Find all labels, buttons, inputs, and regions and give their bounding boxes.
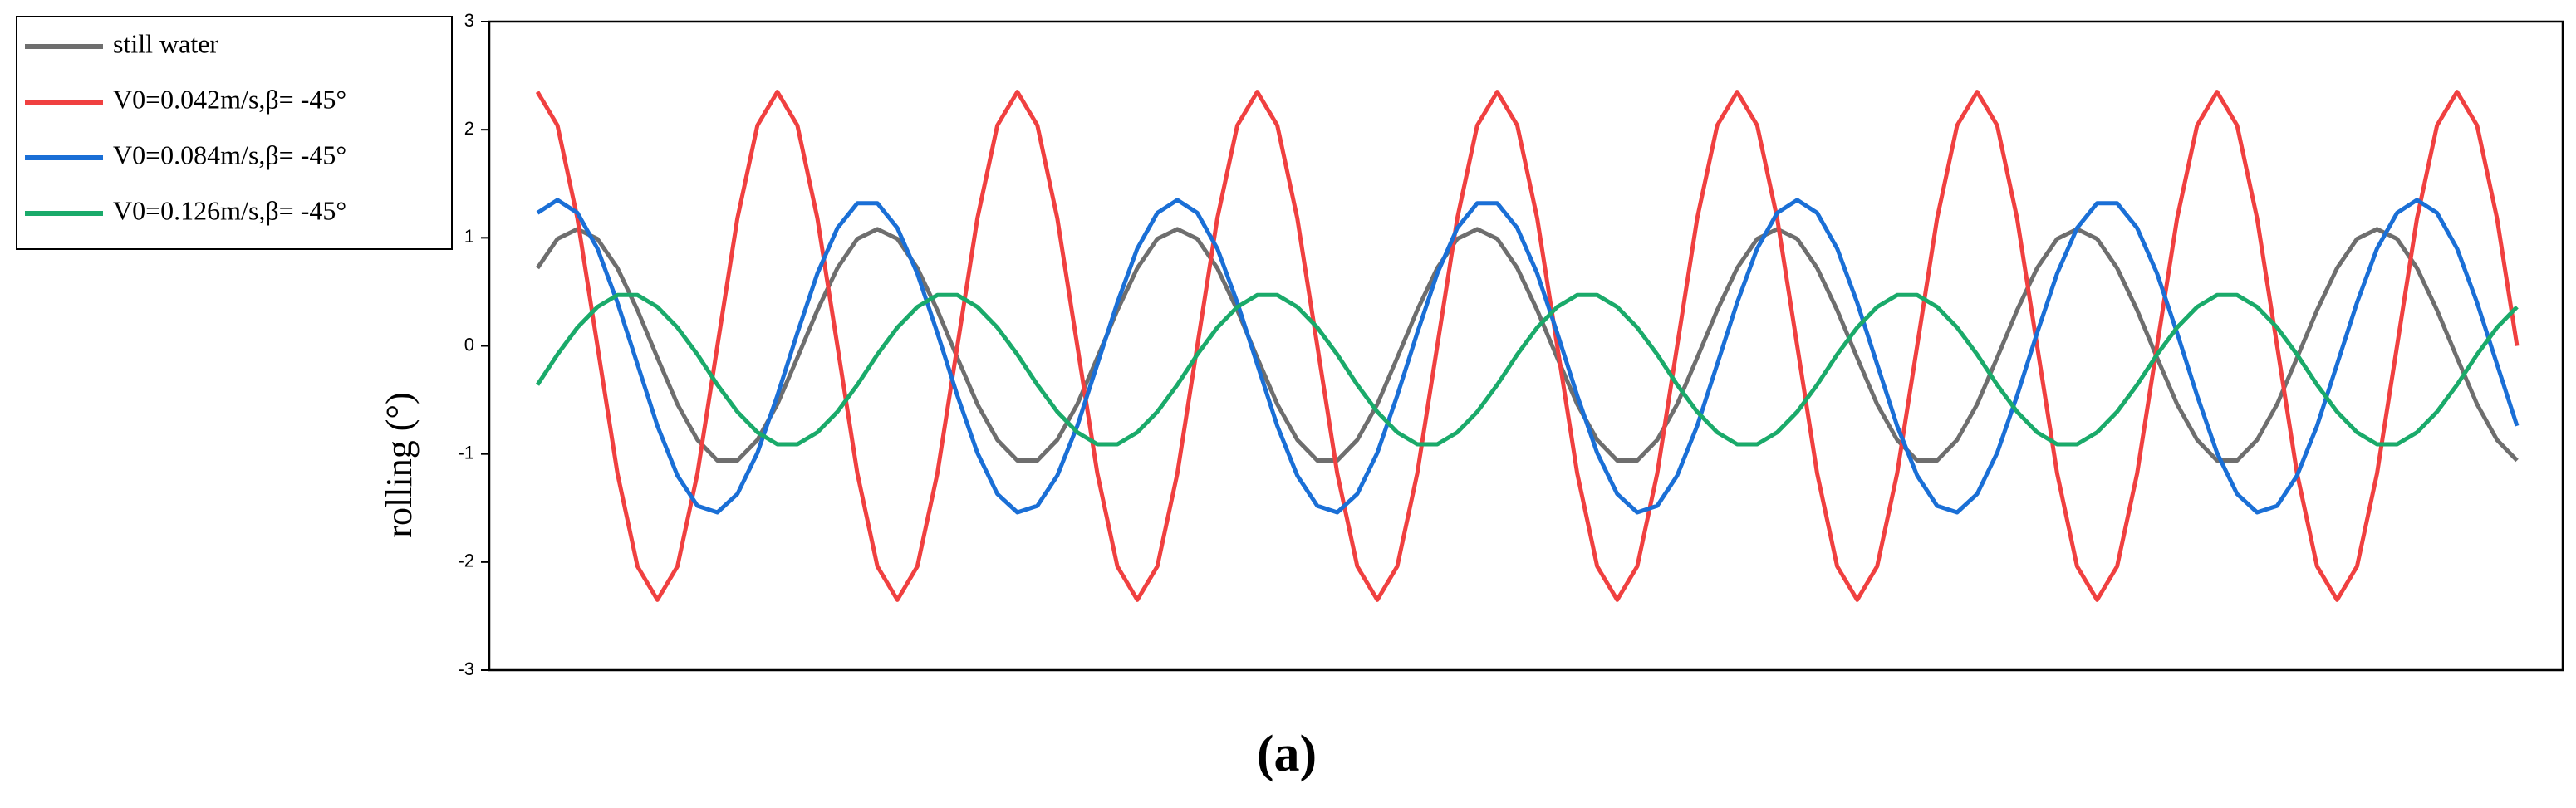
y-tick-label: 3 xyxy=(464,10,474,31)
y-tick-label: -3 xyxy=(458,659,474,679)
legend-box xyxy=(16,16,453,250)
legend-label: V0=0.042m/s,β= -45° xyxy=(113,84,346,114)
series-line xyxy=(535,90,2520,602)
legend-label: V0=0.126m/s,β= -45° xyxy=(113,195,346,225)
series-line xyxy=(536,198,2520,515)
legend-label: V0=0.084m/s,β= -45° xyxy=(113,140,346,169)
y-tick-label: 0 xyxy=(464,334,474,355)
y-tick-label: 1 xyxy=(464,226,474,247)
legend-label: still water xyxy=(113,28,218,58)
series-line xyxy=(535,292,2519,447)
series-line xyxy=(535,227,2519,463)
caption: (a) xyxy=(1257,726,1317,782)
y-tick-label: -1 xyxy=(458,442,474,463)
y-tick-label: -2 xyxy=(458,551,474,571)
y-tick-label: 2 xyxy=(464,118,474,139)
y-axis-label: rolling (°) xyxy=(379,392,420,537)
